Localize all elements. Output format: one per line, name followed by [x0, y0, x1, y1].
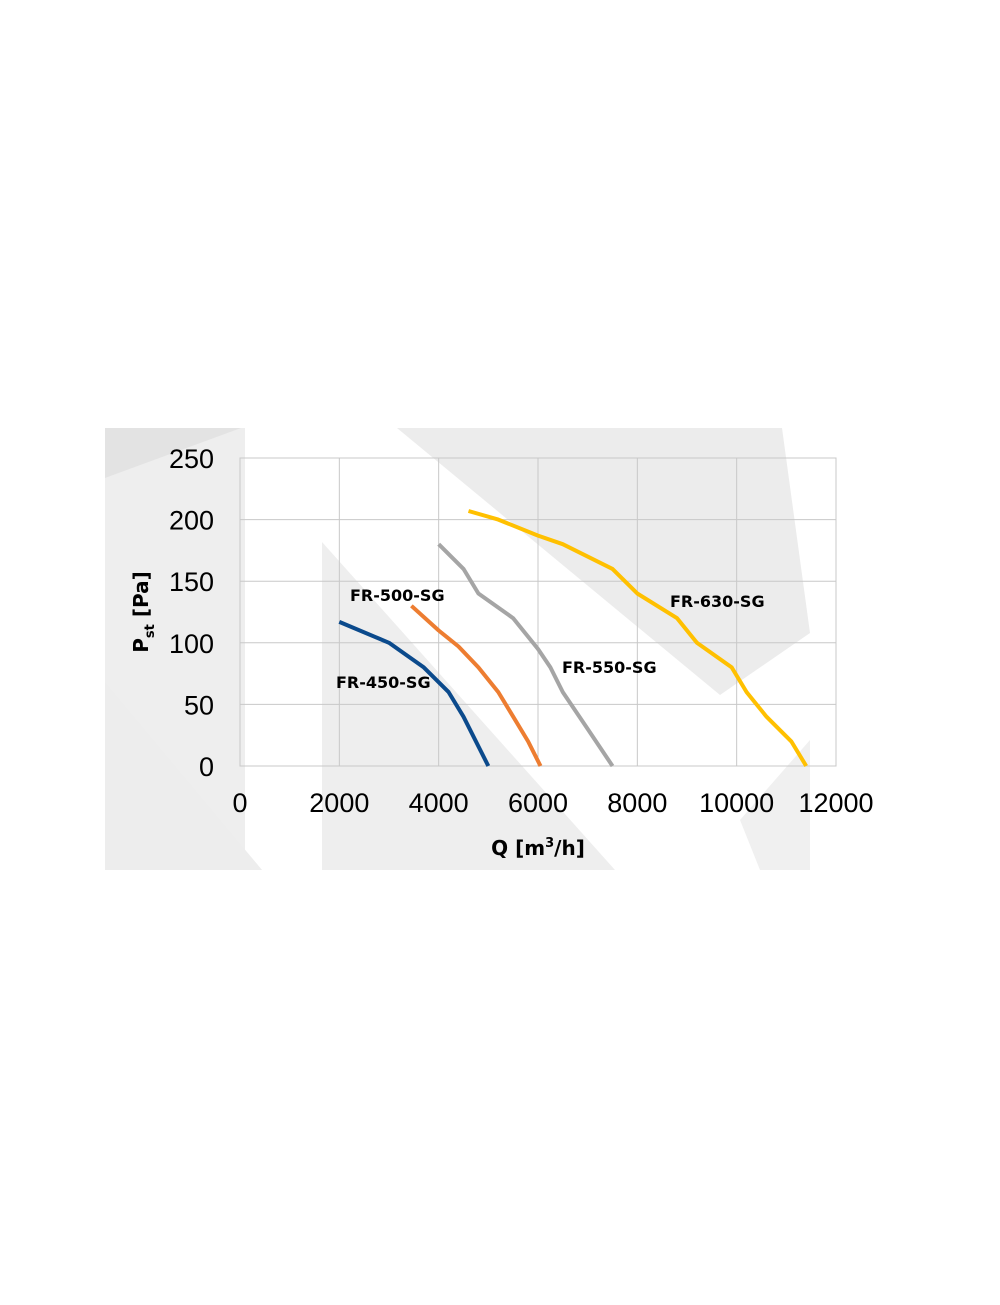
- x-axis-title-sup: 3: [545, 836, 554, 851]
- y-tick-label: 250: [169, 444, 214, 474]
- y-axis-title-sub: st: [143, 624, 158, 638]
- x-axis-title: Q [m3/h]: [491, 836, 585, 860]
- series-label: FR-630-SG: [670, 592, 765, 611]
- y-tick-label: 150: [169, 567, 214, 597]
- x-tick-label: 6000: [508, 788, 568, 818]
- y-tick-label: 100: [169, 629, 214, 659]
- x-tick-label: 4000: [409, 788, 469, 818]
- x-axis-title-tail: /h]: [554, 836, 585, 860]
- x-axis-title-main: Q [m: [491, 836, 545, 860]
- y-tick-label: 200: [169, 506, 214, 536]
- x-tick-label: 12000: [798, 788, 873, 818]
- y-tick-label: 50: [184, 690, 214, 720]
- x-tick-label: 0: [232, 788, 247, 818]
- series-label: FR-550-SG: [562, 658, 657, 677]
- series-label: FR-500-SG: [350, 586, 445, 605]
- y-axis-title-main: P: [129, 638, 153, 653]
- x-tick-label: 2000: [309, 788, 369, 818]
- y-tick-label: 0: [199, 752, 214, 782]
- x-tick-label: 10000: [699, 788, 774, 818]
- x-tick-label: 8000: [607, 788, 667, 818]
- series-label: FR-450-SG: [336, 673, 431, 692]
- y-axis-title-tail: [Pa]: [129, 571, 153, 624]
